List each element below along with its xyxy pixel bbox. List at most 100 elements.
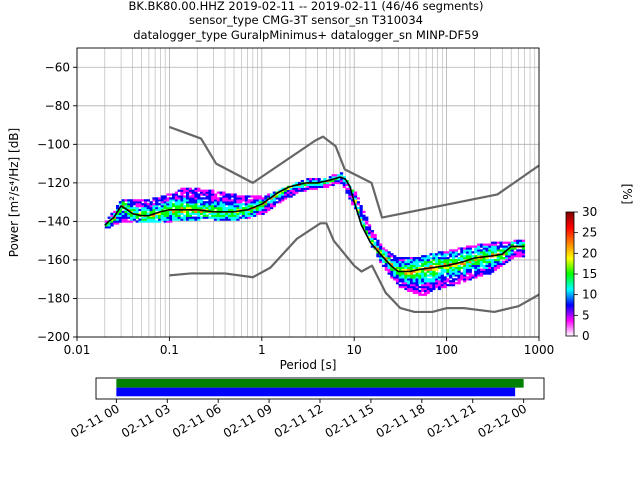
heatmap-cell	[485, 253, 489, 256]
heatmap-cell	[513, 241, 517, 244]
heatmap-cell	[174, 216, 178, 219]
heatmap-cell	[281, 191, 285, 194]
heatmap-cell	[449, 249, 453, 252]
heatmap-cell	[177, 195, 181, 198]
heatmap-cell	[440, 262, 444, 266]
heatmap-cell	[499, 257, 503, 260]
heatmap-cell	[393, 278, 397, 281]
heatmap-cell	[390, 260, 394, 264]
heatmap-cell	[171, 212, 176, 215]
heatmap-cell	[463, 278, 467, 281]
heatmap-cell	[465, 268, 470, 271]
heatmap-cell	[188, 195, 192, 198]
heatmap-cell	[205, 195, 209, 198]
heatmap-cell	[160, 195, 164, 198]
heatmap-cell	[121, 214, 125, 217]
heatmap-cell	[359, 212, 363, 215]
heatmap-cell	[320, 185, 324, 188]
heatmap-cell	[437, 287, 442, 291]
heatmap-cell	[155, 197, 159, 200]
heatmap-cell	[185, 201, 190, 204]
heatmap-cell	[359, 205, 363, 208]
heatmap-cell	[155, 199, 159, 202]
heatmap-cell	[516, 251, 520, 254]
heatmap-cell	[177, 199, 181, 202]
heatmap-cell	[446, 253, 450, 256]
heatmap-cell	[370, 239, 374, 242]
heatmap-cell	[491, 247, 495, 250]
heatmap-cell	[309, 187, 313, 190]
heatmap-cell	[421, 274, 425, 277]
heatmap-cell	[135, 203, 139, 206]
heatmap-cell	[516, 253, 520, 256]
heatmap-cell	[443, 284, 447, 287]
heatmap-cell	[152, 203, 156, 206]
heatmap-cell	[255, 201, 260, 204]
heatmap-cell	[205, 205, 209, 208]
heatmap-cell	[384, 255, 388, 258]
heatmap-cell	[521, 253, 526, 256]
heatmap-cell	[194, 212, 198, 215]
heatmap-cell	[295, 191, 299, 194]
y-tick-label: −180	[37, 291, 70, 305]
heatmap-cell	[451, 251, 456, 254]
heatmap-cell	[197, 189, 201, 192]
heatmap-cell	[241, 199, 246, 202]
heatmap-cell	[407, 258, 411, 262]
timeline-tick-label: 02-12 00	[475, 401, 529, 440]
heatmap-cell	[146, 212, 151, 215]
heatmap-cell	[446, 272, 450, 275]
heatmap-cell	[457, 282, 461, 285]
heatmap-cell	[116, 222, 120, 225]
heatmap-cell	[384, 262, 388, 266]
heatmap-cell	[116, 206, 120, 210]
heatmap-cell	[507, 249, 512, 252]
heatmap-cell	[429, 280, 433, 283]
heatmap-cell	[286, 195, 290, 198]
heatmap-cell	[421, 258, 425, 262]
heatmap-cell	[507, 243, 512, 246]
heatmap-cell	[440, 278, 444, 281]
heatmap-cell	[283, 195, 288, 198]
heatmap-cell	[222, 195, 226, 198]
figure-title: BK.BK80.00.HHZ 2019-02-11 -- 2019-02-11 …	[128, 0, 483, 42]
heatmap-cell	[174, 197, 178, 200]
heatmap-cell	[384, 249, 388, 252]
heatmap-cell	[435, 285, 439, 289]
heatmap-cell	[499, 251, 503, 254]
heatmap-cell	[160, 218, 164, 221]
heatmap-cell	[197, 197, 201, 200]
heatmap-cell	[468, 262, 472, 266]
heatmap-cell	[432, 282, 436, 285]
heatmap-cell	[370, 241, 374, 244]
heatmap-cell	[225, 203, 229, 206]
heatmap-cell	[443, 251, 447, 254]
heatmap-cell	[157, 197, 162, 200]
heatmap-cell	[488, 249, 492, 252]
heatmap-cell	[407, 276, 411, 279]
heatmap-cell	[208, 195, 212, 198]
heatmap-cell	[454, 260, 458, 264]
heatmap-cell	[412, 289, 416, 293]
heatmap-cell	[286, 193, 290, 196]
heatmap-cell	[387, 251, 391, 254]
heatmap-cell	[208, 189, 212, 192]
heatmap-cell	[219, 201, 223, 204]
heatmap-cell	[477, 247, 481, 250]
heatmap-cell	[404, 272, 408, 275]
heatmap-cell	[440, 255, 444, 258]
heatmap-cell	[325, 183, 330, 187]
heatmap-cell	[426, 255, 430, 258]
heatmap-cell	[398, 264, 402, 267]
heatmap-cell	[370, 231, 374, 235]
plot-frame	[76, 47, 540, 338]
heatmap-cell	[286, 189, 290, 192]
heatmap-cell	[407, 274, 411, 277]
heatmap-cell	[197, 212, 201, 215]
heatmap-cell	[348, 197, 352, 200]
heatmap-cell	[272, 197, 276, 200]
heatmap-cell	[513, 253, 517, 256]
heatmap-cell	[451, 274, 456, 277]
heatmap-cell	[211, 189, 215, 192]
